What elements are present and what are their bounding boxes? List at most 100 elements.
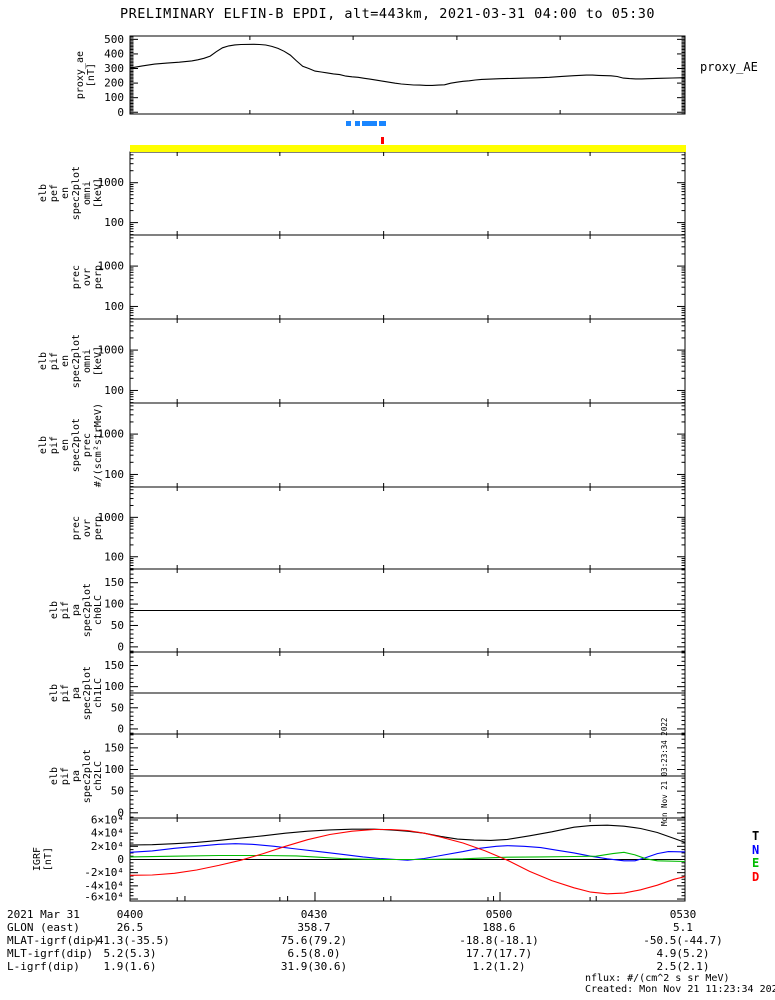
panel-label-line: spec2plot [71, 417, 82, 473]
panel-frame-elb-pif-en-omni [129, 318, 686, 404]
y-tick-label-igrf: -2×10⁴ [84, 866, 124, 879]
tick-time: 0400 [116, 908, 144, 921]
y-tick-label-igrf: 6×10⁴ [91, 813, 124, 826]
panel-label-line: pif [49, 435, 60, 455]
igrf-T [129, 824, 686, 846]
y-tick-label-elb-pif-en-prec: 100 [104, 468, 124, 481]
panel-frame-prec-ovr-perp-1 [129, 234, 686, 320]
tick-time: 0500 [485, 908, 513, 921]
legend-letter-T: T [752, 829, 760, 843]
y-tick-label-elb-pif-pa-ch2lc: 150 [104, 741, 124, 754]
y-tick-label-elb-pif-pa-ch0lc: 150 [104, 576, 124, 589]
y-tick-label-prec-ovr-perp-1: 1000 [98, 260, 125, 273]
panel-label-line: en [60, 354, 71, 368]
panel-label-line: prec [71, 515, 82, 541]
footer-row-label-mlat: MLAT-igrf(dip) [7, 934, 100, 947]
glon-value: 5.1 [673, 921, 693, 934]
mlt-value: 5.2(5.3) [103, 947, 157, 960]
footer-row-label-glon: GLON (east) [7, 921, 80, 934]
mlat-value: 75.6(79.2) [280, 934, 348, 947]
footer-row-label-date: 2021 Mar 31 [7, 908, 80, 921]
mlat-value: -18.8(-18.1) [459, 934, 539, 947]
panel-label-line: prec [71, 264, 82, 290]
panel-label-line: elb [38, 435, 49, 455]
panel-label-line: spec2plot [71, 166, 82, 221]
footer-column-0500: 0500 188.6 -18.8(-18.1) 17.7(17.7) 1.2(1… [459, 908, 538, 973]
panel-label-line: spec2plot [82, 748, 93, 804]
y-tick-label-elb-pif-pa-ch1lc: 50 [111, 701, 124, 714]
mlt-value: 17.7(17.7) [465, 947, 533, 960]
y-tick-label-elb-pif-pa-ch0lc: 0 [117, 640, 124, 653]
y-tick-label-elb-pif-pa-ch1lc: 100 [104, 680, 124, 693]
panel-label-line: elb [49, 683, 60, 703]
glon-value: 188.6 [482, 921, 516, 934]
panel-label-line: pif [49, 351, 60, 371]
igrf-E [129, 851, 686, 863]
y-tick-label-elb-pif-pa-ch0lc: 100 [104, 598, 124, 611]
footer-column-0430: 0430 358.7 75.6(79.2) 6.5(8.0) 31.9(30.6… [281, 908, 347, 973]
panel-label-line: IGRF [32, 847, 43, 872]
created-timestamp-vertical: Mon Nov 21 03:23:34 2022 [660, 717, 669, 826]
y-tick-label-elb-pif-pa-ch1lc: 150 [104, 659, 124, 672]
y-tick-label-elb-pif-en-prec: 1000 [98, 428, 125, 441]
y-tick-label-elb-pif-en-omni: 100 [104, 384, 124, 397]
panel-label-elb-pif-pa-ch0lc: elb pif pa spec2plot ch0LC [0, 569, 104, 652]
panel-label-line: en [60, 187, 71, 200]
y-tick-label-proxy-ae: 500 [104, 33, 124, 46]
panel-label-proxy-ae: proxy_ae [nT] [0, 36, 97, 114]
y-tick-label-proxy-ae: 400 [104, 47, 124, 60]
y-tick-label-elb-pif-en-omni: 1000 [98, 344, 125, 357]
panel-label-line: pa [71, 769, 82, 783]
panel-frame-prec-ovr-perp-2 [129, 486, 686, 570]
tick-time: 0430 [300, 908, 328, 921]
panel-label-line: ch0LC [93, 595, 104, 626]
y-tick-label-elb-pif-pa-ch2lc: 100 [104, 763, 124, 776]
y-tick-label-elb-pef-en-omni: 100 [104, 216, 124, 229]
panel-label-line: elb [49, 601, 60, 620]
panel-frame-elb-pif-en-prec [129, 402, 686, 488]
panel-label-line: [keV] [93, 345, 104, 377]
mlt-value: 6.5(8.0) [287, 947, 341, 960]
panel-label-line: pif [60, 766, 71, 786]
legend-letter-N: N [752, 842, 760, 857]
panel-label-line: omni [82, 181, 93, 206]
status-bar-yellow [130, 145, 686, 152]
footer-row-label-l: L-igrf(dip) [7, 960, 80, 973]
legend-letter-E: E [752, 856, 760, 870]
y-tick-label-elb-pif-pa-ch1lc: 0 [117, 722, 124, 735]
panel-label-line: perp [93, 515, 104, 541]
panel-label-line: spec2plot [71, 333, 82, 389]
flag-blue-4 [379, 121, 386, 126]
y-tick-label-proxy-ae: 0 [117, 106, 124, 119]
footer-row-label-mlt: MLT-igrf(dip) [7, 947, 94, 960]
flag-red [381, 137, 384, 144]
l-value: 1.2(1.2) [472, 960, 526, 973]
y-tick-label-igrf: -6×10⁴ [84, 891, 124, 904]
l-value: 1.9(1.6) [103, 960, 157, 973]
panel-label-line: pa [71, 604, 82, 617]
panel-label-line: perp [93, 264, 104, 290]
y-tick-label-elb-pif-pa-ch2lc: 0 [117, 806, 124, 819]
glon-value: 358.7 [297, 921, 331, 934]
panel-label-line: pif [60, 601, 71, 620]
panel-label-line: omni [82, 348, 93, 374]
l-value: 2.5(2.1) [656, 960, 710, 973]
panel-label-elb-pif-pa-ch2lc: elb pif pa spec2plot ch2LC [0, 734, 104, 818]
glon-value: 26.5 [116, 921, 144, 934]
flag-blue-3 [362, 121, 377, 126]
panel-label-elb-pif-pa-ch1lc: elb pif pa spec2plot ch1LC [0, 652, 104, 734]
footer-column-0530: 0530 5.1 -50.5(-44.7) 4.9(5.2) 2.5(2.1) [643, 908, 722, 973]
created-timestamp: Created: Mon Nov 21 11:23:34 2022 [585, 984, 775, 995]
panel-label-line: elb [49, 766, 60, 786]
legend-letter-D: D [752, 869, 760, 884]
y-tick-label-igrf: 2×10⁴ [91, 840, 124, 853]
panel-label-prec-ovr-perp-2: prec ovr perp [0, 487, 104, 569]
panel-label-line: prec [82, 432, 93, 458]
panel-frame-elb-pef-en-omni [129, 151, 686, 236]
panel-label-line: [keV] [93, 178, 104, 209]
l-value: 31.9(30.6) [280, 960, 348, 973]
page-title: PRELIMINARY ELFIN-B EPDI, alt=443km, 202… [120, 6, 655, 22]
panel-label-elb-pif-en-prec: elb pif en spec2plot prec #/(scm²strMeV) [0, 403, 104, 487]
